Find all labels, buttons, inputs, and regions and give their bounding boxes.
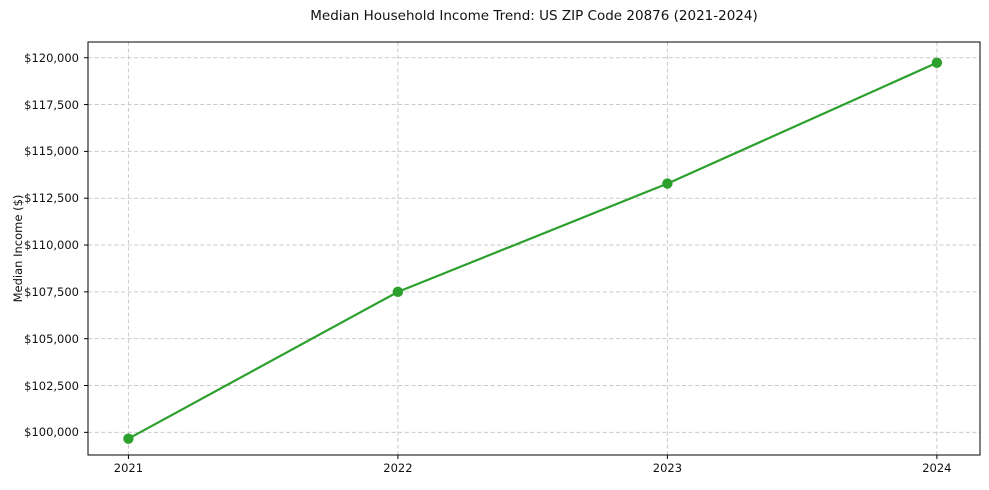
trend-line <box>127 61 938 440</box>
y-tick-label-105000: $105,000 <box>24 331 79 346</box>
x-tick-label-2024: 2024 <box>922 461 952 475</box>
chart-title: Median Household Income Trend: US ZIP Co… <box>310 8 758 24</box>
y-tick-label-107500: $107,500 <box>24 284 79 299</box>
y-tick-label-110000: $110,000 <box>24 238 79 253</box>
x-tick-label-2023: 2023 <box>652 461 683 475</box>
data-point-2021 <box>123 433 134 444</box>
x-tick-label-2022: 2022 <box>383 461 413 475</box>
plot-border <box>87 41 981 456</box>
y-tick-label-120000: $120,000 <box>24 50 79 65</box>
y-tick-label-102500: $102,500 <box>24 378 79 393</box>
data-point-2023 <box>662 178 673 189</box>
y-tick-label-100000: $100,000 <box>24 425 79 440</box>
y-tick-label-115000: $115,000 <box>24 144 79 159</box>
data-point-2022 <box>392 286 404 298</box>
x-tick-label-2021: 2021 <box>113 461 144 475</box>
data-point-2024 <box>931 57 943 68</box>
y-tick-label-112500: $112,500 <box>24 191 79 206</box>
y-tick-label-117500: $117,500 <box>24 97 79 112</box>
